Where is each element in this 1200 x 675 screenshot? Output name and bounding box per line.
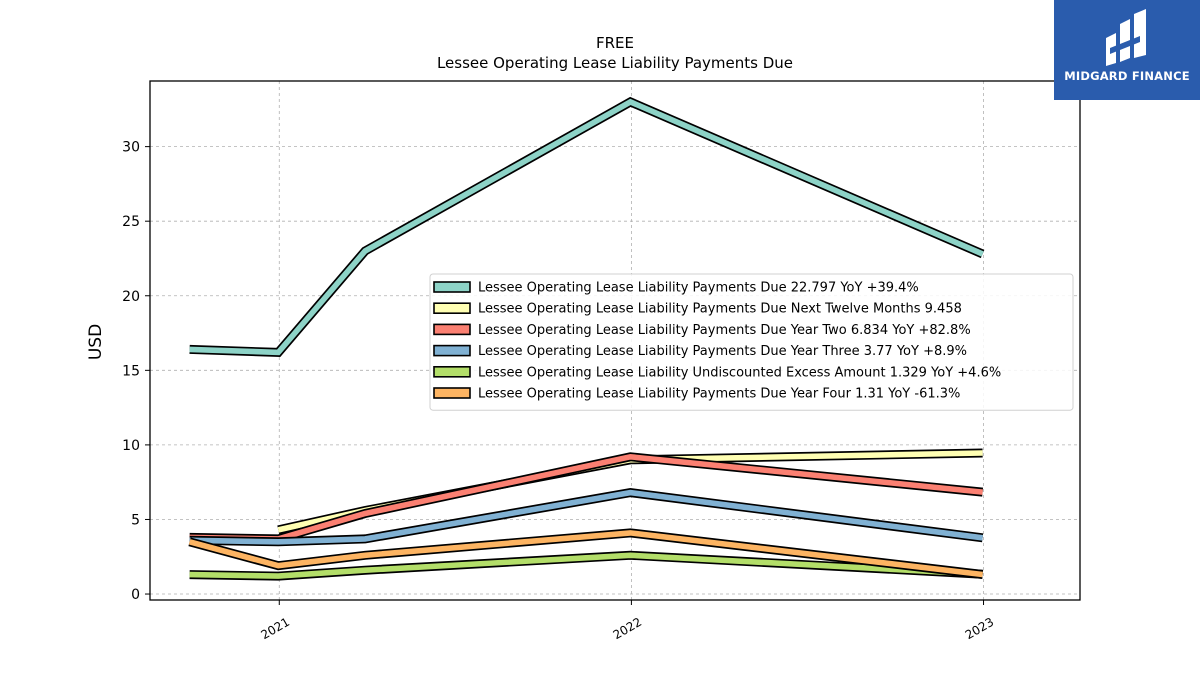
legend-swatch <box>433 365 471 378</box>
legend-entry: Lessee Operating Lease Liability Payment… <box>478 323 971 338</box>
legend-swatch <box>433 387 471 399</box>
y-tick-label: 20 <box>122 289 140 305</box>
y-tick-label: 10 <box>122 438 140 454</box>
legend-entry: Lessee Operating Lease Liability Undisco… <box>478 365 1001 380</box>
legend-entry: Lessee Operating Lease Liability Payment… <box>478 344 967 359</box>
y-tick-label: 0 <box>131 587 140 603</box>
logo-text: MIDGARD FINANCE <box>1064 69 1190 83</box>
legend-entry: Lessee Operating Lease Liability Payment… <box>478 281 919 296</box>
legend-swatch <box>433 302 471 315</box>
legend-entry: Lessee Operating Lease Liability Payment… <box>478 302 962 317</box>
series-line <box>189 552 983 579</box>
legend-swatch <box>433 344 471 357</box>
legend-box <box>429 273 1074 411</box>
logo-mark-icon <box>1106 9 1146 66</box>
series-line <box>189 489 983 545</box>
plot-frame <box>149 80 1081 601</box>
series-line <box>188 530 983 578</box>
x-tick-label: 2021 <box>259 615 292 642</box>
series-line <box>189 98 984 356</box>
legend-entry: Lessee Operating Lease Liability Payment… <box>478 387 960 402</box>
legend: Lessee Operating Lease Liability Payment… <box>429 273 1074 411</box>
y-tick-label: 15 <box>122 363 140 379</box>
chart-title: FREE <box>596 34 634 52</box>
brand-logo: MIDGARD FINANCE <box>1054 0 1200 100</box>
legend-swatch <box>433 281 471 293</box>
series-lines <box>188 96 985 581</box>
y-axis-label: USD <box>86 324 106 360</box>
y-tick-label: 25 <box>122 214 140 230</box>
chart-subtitle: Lessee Operating Lease Liability Payment… <box>437 54 793 72</box>
legend-swatch <box>433 323 471 336</box>
y-tick-label: 5 <box>131 512 140 528</box>
y-tick-label: 30 <box>122 140 140 156</box>
x-tick-label: 2023 <box>963 615 996 642</box>
x-tick-label: 2022 <box>611 615 644 642</box>
